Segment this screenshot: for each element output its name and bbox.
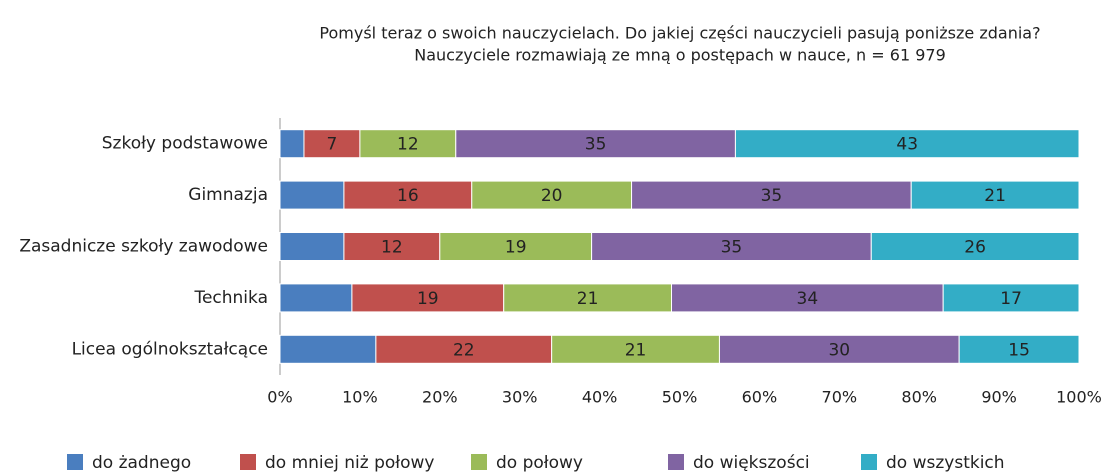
legend-swatch: [240, 454, 256, 470]
legend-swatch: [471, 454, 487, 470]
bar-segment: [439, 232, 593, 261]
data-label: 35: [761, 186, 783, 206]
data-label: 35: [721, 238, 743, 258]
y-tick-label: Gimnazja: [188, 185, 268, 205]
bar-segment: [455, 129, 736, 159]
x-tick-label: 30%: [502, 388, 538, 407]
bar-segment: [279, 334, 377, 364]
data-label: 7: [327, 135, 338, 155]
data-label: 20: [541, 186, 563, 206]
bar-segment: [279, 232, 345, 261]
bar-segment: [503, 283, 673, 313]
data-label: 30: [828, 340, 850, 360]
bar-segment: [471, 180, 633, 210]
legend-label: do większości: [693, 453, 810, 473]
x-tick-label: 10%: [342, 388, 378, 407]
bar-segment: [734, 129, 1080, 159]
bar-segment: [910, 180, 1080, 210]
legend-swatch: [668, 454, 684, 470]
bar-segment: [375, 334, 553, 364]
data-label: 19: [417, 289, 439, 309]
y-tick-label: Licea ogólnokształcące: [72, 339, 268, 359]
bar-segment: [551, 334, 720, 364]
x-tick-label: 90%: [981, 388, 1017, 407]
bar-segment: [958, 334, 1080, 364]
legend-swatch: [861, 454, 877, 470]
x-tick-label: 100%: [1056, 388, 1102, 407]
x-tick-label: 50%: [662, 388, 698, 407]
data-label: 16: [397, 186, 419, 206]
bar-segment: [942, 283, 1080, 313]
data-label: 17: [1000, 289, 1022, 309]
x-tick-label: 80%: [901, 388, 937, 407]
x-tick-label: 0%: [267, 388, 292, 407]
bar-segment: [279, 180, 345, 210]
data-label: 34: [797, 289, 819, 309]
legend-label: do żadnego: [92, 453, 191, 473]
bar-segment: [279, 283, 353, 313]
data-label: 43: [896, 135, 918, 155]
bar-segment: [279, 129, 305, 159]
data-label: 21: [984, 186, 1006, 206]
legend-label: do mniej niż połowy: [265, 453, 434, 473]
bar-segment: [359, 129, 457, 159]
data-label: 26: [964, 238, 986, 258]
y-tick-label: Zasadnicze szkoły zawodowe: [19, 237, 268, 257]
data-label: 12: [381, 238, 403, 258]
x-tick-label: 40%: [582, 388, 618, 407]
y-tick-label: Technika: [193, 288, 268, 308]
data-label: 35: [585, 135, 607, 155]
y-tick-label: Szkoły podstawowe: [102, 134, 268, 154]
bar-segment: [351, 283, 505, 313]
bar-segment: [591, 232, 872, 261]
x-tick-label: 70%: [822, 388, 858, 407]
legend-label: do połowy: [496, 453, 583, 473]
bar-segment: [343, 232, 441, 261]
bar-segment: [718, 334, 960, 364]
data-label: 15: [1008, 340, 1030, 360]
data-label: 12: [397, 135, 419, 155]
bar-segment: [671, 283, 944, 313]
x-tick-label: 20%: [422, 388, 458, 407]
data-label: 21: [625, 340, 647, 360]
chart-subtitle: Nauczyciele rozmawiają ze mną o postępac…: [414, 46, 946, 65]
chart-title: Pomyśl teraz o swoich nauczycielach. Do …: [319, 24, 1040, 43]
x-tick-label: 60%: [742, 388, 778, 407]
bar-segment: [870, 232, 1080, 261]
data-label: 19: [505, 238, 527, 258]
data-label: 21: [577, 289, 599, 309]
legend-swatch: [67, 454, 83, 470]
legend-label: do wszystkich: [886, 453, 1005, 473]
data-label: 22: [453, 340, 475, 360]
